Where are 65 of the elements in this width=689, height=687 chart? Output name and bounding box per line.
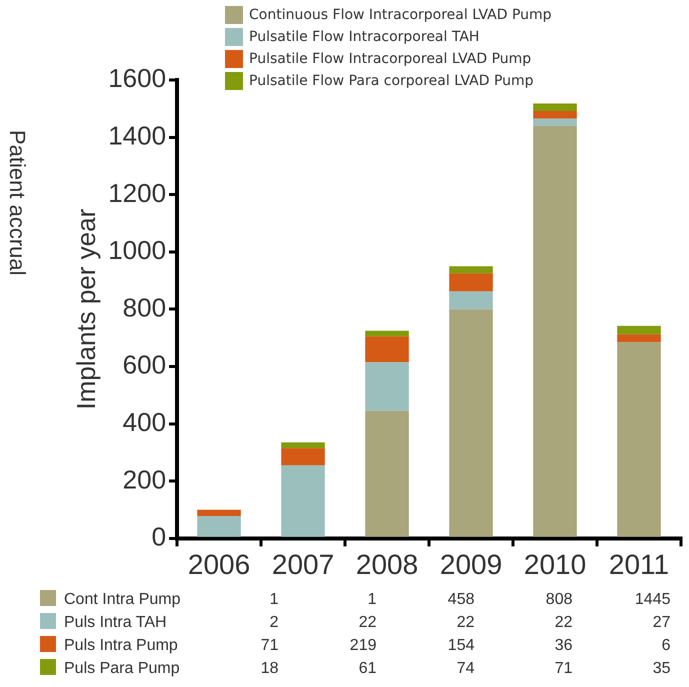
x-tick-label: 2008 xyxy=(356,548,418,580)
bar xyxy=(365,362,409,411)
y-tick-label: 1000 xyxy=(108,235,166,266)
bar xyxy=(533,103,577,111)
text: Patient accrual xyxy=(4,130,30,276)
bar xyxy=(281,465,325,537)
text: 458 xyxy=(446,590,474,610)
bar xyxy=(617,326,661,334)
text: 61 xyxy=(358,659,376,679)
bar xyxy=(449,266,493,274)
y-tick-label: 200 xyxy=(122,464,166,494)
text: 22 xyxy=(358,613,376,633)
y-tick-label: 800 xyxy=(122,292,166,322)
x-tick-label: 2011 xyxy=(608,548,670,580)
y-tick-label: 1200 xyxy=(108,178,166,208)
legend-label: Pulsatile Flow Intracorporeal LVAD Pump xyxy=(249,51,532,67)
text: 74 xyxy=(456,659,474,679)
x-tick-label: 2009 xyxy=(440,548,502,580)
bar xyxy=(449,291,493,310)
text: 35 xyxy=(652,659,670,679)
text: Puls Intra TAH xyxy=(63,613,168,633)
legend-label: Pulsatile Flow Para corporeal LVAD Pump xyxy=(249,73,534,89)
bar xyxy=(449,273,493,292)
bar xyxy=(197,510,241,516)
y-tick-label: 0 xyxy=(152,522,166,552)
text: Cont Intra Pump xyxy=(63,590,180,610)
y-tick-label: 1600 xyxy=(108,63,166,94)
bar xyxy=(281,442,325,448)
y-tick-label: 400 xyxy=(122,406,166,437)
x-tick-label: 2007 xyxy=(272,548,334,580)
legend-label: Continuous Flow Intracorporeal LVAD Pump xyxy=(249,7,552,23)
text: 71 xyxy=(260,636,278,656)
text: 36 xyxy=(554,636,572,656)
text: Puls Para Pump xyxy=(63,659,180,679)
text: 22 xyxy=(554,613,572,633)
text: 1 xyxy=(366,590,376,610)
bar xyxy=(533,118,577,126)
x-tick-label: 2006 xyxy=(188,548,250,580)
bar xyxy=(617,334,661,342)
text: 808 xyxy=(544,590,572,610)
bar xyxy=(617,342,661,537)
bar xyxy=(533,110,577,119)
bar xyxy=(197,516,241,537)
bar xyxy=(365,410,409,537)
y-tick-label: 600 xyxy=(122,350,166,380)
legend-label: Pulsatile Flow Intracorporeal TAH xyxy=(249,29,480,45)
text: 1445 xyxy=(634,590,670,610)
bar xyxy=(365,330,409,336)
bar xyxy=(365,336,409,362)
y-axis-title: Implants per year xyxy=(70,208,101,410)
text: 22 xyxy=(456,613,474,633)
text: 219 xyxy=(348,636,376,656)
text: 1 xyxy=(268,590,278,610)
bar xyxy=(533,126,577,537)
text: 154 xyxy=(446,636,474,656)
text: 6 xyxy=(660,636,670,656)
text: Puls Intra Pump xyxy=(63,636,179,656)
y-tick-label: 1400 xyxy=(108,120,166,150)
text: 2 xyxy=(268,613,278,633)
x-tick-label: 2010 xyxy=(524,548,586,580)
text: 27 xyxy=(652,613,670,633)
text: 18 xyxy=(260,659,278,679)
bar xyxy=(449,309,493,537)
bar xyxy=(281,448,325,466)
text: 71 xyxy=(554,659,572,679)
